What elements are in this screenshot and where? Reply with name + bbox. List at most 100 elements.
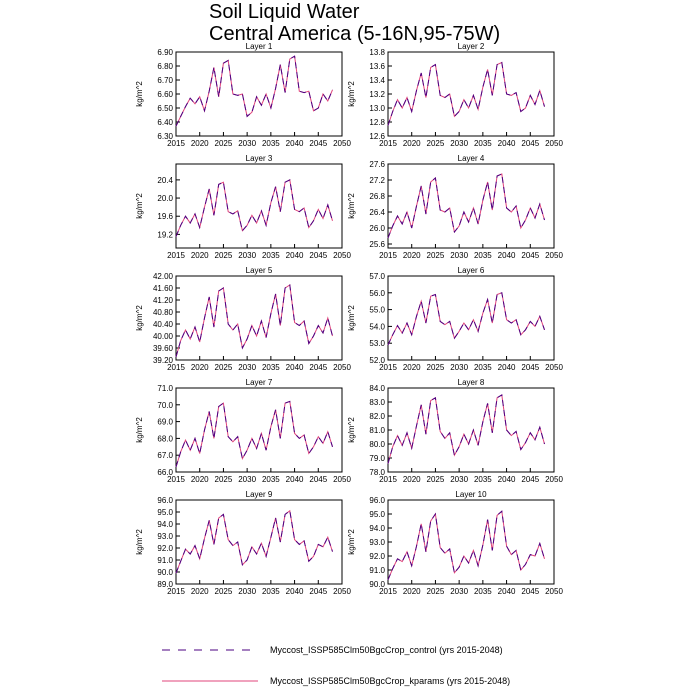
- y-tick-label: 6.90: [157, 48, 173, 57]
- y-tick-label: 79.0: [369, 454, 385, 463]
- y-tick-label: 20.4: [157, 176, 173, 185]
- y-axis-label: kg/m^2: [135, 193, 144, 219]
- legend: Myccost_ISSP585Clm50BgcCrop_control (yrs…: [162, 645, 510, 686]
- x-tick-label: 2045: [309, 251, 327, 260]
- y-tick-label: 94.0: [369, 524, 385, 533]
- plot-frame: [175, 275, 343, 361]
- x-tick-label: 2045: [309, 587, 327, 596]
- y-tick-label: 93.0: [369, 538, 385, 547]
- y-tick-label: 90.0: [157, 568, 173, 577]
- y-tick-label: 26.8: [369, 192, 385, 201]
- x-tick-label: 2025: [215, 139, 233, 148]
- y-tick-label: 67.0: [157, 451, 173, 460]
- x-tick-label: 2020: [191, 251, 209, 260]
- plot-frame: [175, 499, 343, 585]
- x-tick-label: 2050: [545, 363, 563, 372]
- panel-title: Layer 9: [246, 490, 273, 499]
- plot-frame: [387, 51, 555, 137]
- panel-title: Layer 2: [458, 42, 485, 51]
- series-line-control: [387, 173, 545, 239]
- x-tick-label: 2040: [286, 139, 304, 148]
- x-tick-label: 2045: [521, 139, 539, 148]
- x-tick-label: 2040: [498, 475, 516, 484]
- y-axis-label: kg/m^2: [347, 305, 356, 331]
- panel-title: Layer 5: [246, 266, 273, 275]
- x-tick-label: 2030: [238, 363, 256, 372]
- y-axis-label: kg/m^2: [135, 529, 144, 555]
- y-tick-label: 19.6: [157, 212, 173, 221]
- x-tick-label: 2025: [427, 475, 445, 484]
- x-tick-label: 2050: [333, 139, 351, 148]
- panel-layer-4: Layer 4 2015 2020 2025 2030 2035 2040 2045 2050 2…: [347, 154, 563, 260]
- panel-layer-3: Layer 3 2015 2020 2025 2030 2035 2040 2045 2050 1…: [135, 154, 351, 260]
- panel-title: Layer 1: [246, 42, 273, 51]
- y-tick-label: 13.8: [369, 48, 385, 57]
- x-tick-label: 2015: [379, 251, 397, 260]
- panel-layer-9: Layer 9 2015 2020 2025 2030 2035 2040 2045 2050 8…: [135, 490, 351, 596]
- legend-label-control: Myccost_ISSP585Clm50BgcCrop_control (yrs…: [270, 645, 503, 655]
- x-tick-label: 2040: [498, 587, 516, 596]
- x-tick-label: 2020: [403, 587, 421, 596]
- y-tick-label: 69.0: [157, 418, 173, 427]
- panel-title: Layer 10: [455, 490, 487, 499]
- x-tick-label: 2015: [379, 139, 397, 148]
- x-tick-label: 2035: [474, 139, 492, 148]
- y-tick-label: 82.0: [369, 412, 385, 421]
- series-line-control: [175, 55, 333, 127]
- y-tick-label: 96.0: [369, 496, 385, 505]
- x-tick-label: 2020: [403, 251, 421, 260]
- x-tick-label: 2045: [309, 363, 327, 372]
- x-tick-label: 2025: [427, 251, 445, 260]
- x-tick-label: 2020: [191, 139, 209, 148]
- x-tick-label: 2025: [215, 363, 233, 372]
- y-tick-label: 78.0: [369, 468, 385, 477]
- x-tick-label: 2015: [379, 363, 397, 372]
- y-tick-label: 80.0: [369, 440, 385, 449]
- x-tick-label: 2025: [427, 587, 445, 596]
- x-tick-label: 2050: [545, 139, 563, 148]
- x-tick-label: 2040: [286, 251, 304, 260]
- y-tick-label: 90.0: [369, 580, 385, 589]
- y-tick-label: 95.0: [369, 510, 385, 519]
- y-tick-label: 6.60: [157, 90, 173, 99]
- y-tick-label: 13.0: [369, 104, 385, 113]
- x-tick-label: 2030: [450, 139, 468, 148]
- x-tick-label: 2015: [167, 475, 185, 484]
- y-tick-label: 40.40: [153, 320, 174, 329]
- panel-layer-8: Layer 8 2015 2020 2025 2030 2035 2040 2045 2050 7…: [347, 378, 563, 484]
- y-tick-label: 81.0: [369, 426, 385, 435]
- y-tick-label: 92.0: [369, 552, 385, 561]
- y-tick-label: 26.0: [369, 224, 385, 233]
- series-line-control: [175, 284, 333, 358]
- series-line-control: [175, 179, 333, 237]
- y-axis-label: kg/m^2: [347, 193, 356, 219]
- x-tick-label: 2020: [403, 139, 421, 148]
- y-tick-label: 25.6: [369, 240, 385, 249]
- x-tick-label: 2035: [474, 251, 492, 260]
- x-tick-label: 2030: [238, 251, 256, 260]
- y-tick-label: 19.2: [157, 230, 173, 239]
- x-tick-label: 2030: [238, 139, 256, 148]
- y-tick-label: 70.0: [157, 401, 173, 410]
- x-tick-label: 2050: [545, 587, 563, 596]
- y-tick-label: 53.0: [369, 339, 385, 348]
- x-tick-label: 2025: [215, 475, 233, 484]
- y-tick-label: 6.40: [157, 118, 173, 127]
- series-line-kparams: [175, 55, 333, 127]
- x-tick-label: 2020: [191, 475, 209, 484]
- y-tick-label: 41.60: [153, 284, 174, 293]
- x-tick-label: 2035: [262, 251, 280, 260]
- y-tick-label: 56.0: [369, 289, 385, 298]
- plot-frame: [175, 387, 343, 473]
- x-tick-label: 2045: [521, 363, 539, 372]
- series-line-kparams: [175, 509, 333, 574]
- y-tick-label: 84.0: [369, 384, 385, 393]
- series-line-kparams: [175, 400, 333, 468]
- x-tick-label: 2030: [450, 363, 468, 372]
- series-line-kparams: [387, 61, 545, 126]
- x-tick-label: 2025: [427, 363, 445, 372]
- x-tick-label: 2015: [379, 587, 397, 596]
- x-tick-label: 2030: [238, 587, 256, 596]
- y-tick-label: 39.20: [153, 356, 174, 365]
